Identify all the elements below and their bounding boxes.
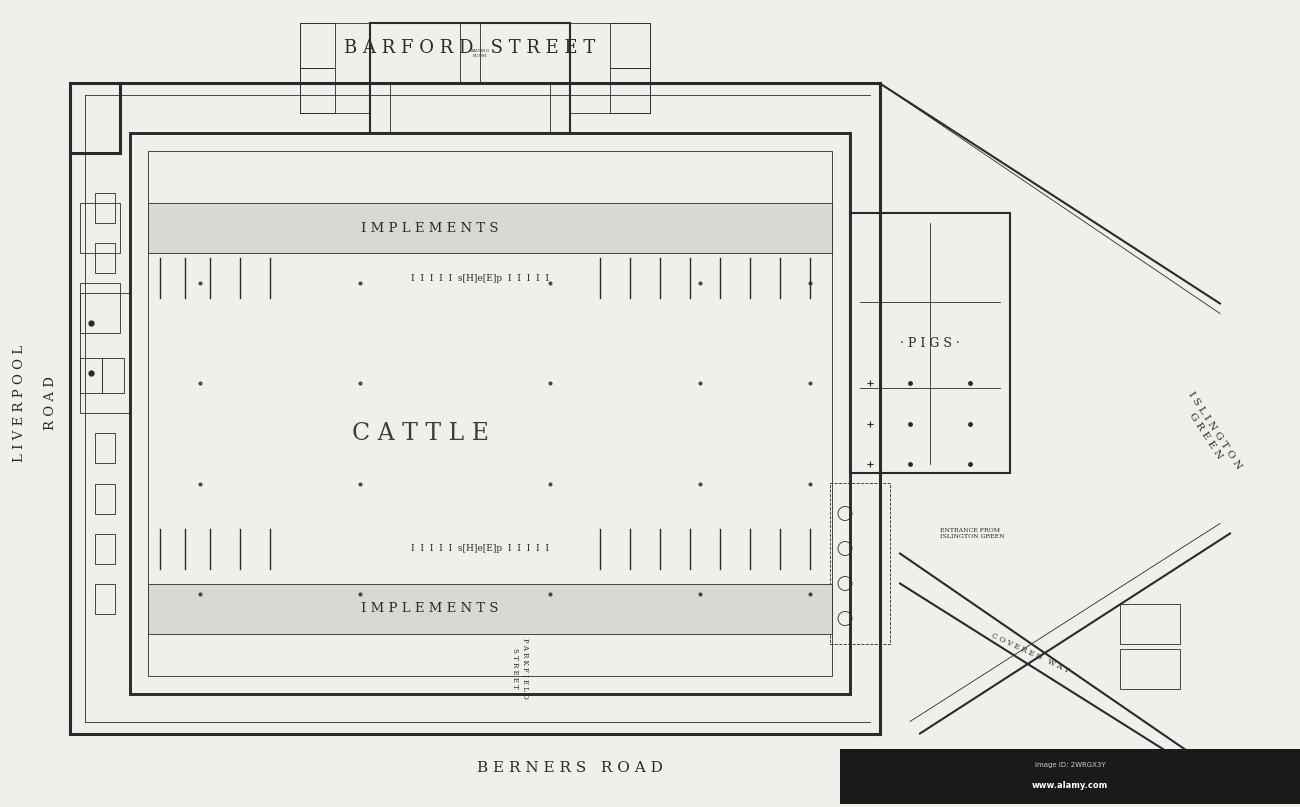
Bar xyxy=(81,358,101,394)
Bar xyxy=(81,283,120,333)
Text: C A T T L E: C A T T L E xyxy=(351,422,489,445)
Bar xyxy=(829,483,890,643)
Bar xyxy=(300,23,370,114)
Bar xyxy=(148,203,832,253)
Bar xyxy=(610,23,650,69)
Text: L I V E R P O O L

R O A D: L I V E R P O O L R O A D xyxy=(13,345,56,462)
Bar xyxy=(95,583,114,613)
Bar xyxy=(81,294,130,413)
Bar xyxy=(850,214,1010,474)
Text: I S L I N G T O N
G R E E N: I S L I N G T O N G R E E N xyxy=(1178,391,1243,477)
Bar xyxy=(101,358,124,394)
Text: I  I  I  I  I  s[H]e[E]p  I  I  I  I  I: I I I I I s[H]e[E]p I I I I I xyxy=(411,274,549,283)
Text: B E R N E R S   R O A D: B E R N E R S R O A D xyxy=(477,762,663,776)
Text: I  I  I  I  I  s[H]e[E]p  I  I  I  I  I: I I I I I s[H]e[E]p I I I I I xyxy=(411,544,549,553)
Text: www.alamy.com: www.alamy.com xyxy=(1032,781,1108,790)
Bar xyxy=(95,194,114,224)
Bar xyxy=(1121,649,1180,688)
Bar xyxy=(148,152,832,675)
Bar xyxy=(610,69,650,114)
Text: I M P L E M E N T S: I M P L E M E N T S xyxy=(361,602,499,615)
Text: P A R K F I E L D
S T R E E T: P A R K F I E L D S T R E E T xyxy=(511,638,529,699)
Text: Image ID: 2WRGX3Y: Image ID: 2WRGX3Y xyxy=(1035,763,1105,768)
Bar xyxy=(840,749,1300,804)
Bar xyxy=(300,69,335,114)
Text: I M P L E M E N T S: I M P L E M E N T S xyxy=(361,222,499,235)
Bar xyxy=(95,533,114,563)
Bar xyxy=(95,244,114,274)
Bar xyxy=(95,483,114,513)
Text: · P I G S ·: · P I G S · xyxy=(900,337,959,350)
Text: C O V E R E D   W A Y: C O V E R E D W A Y xyxy=(989,632,1070,675)
Text: ENTRANCE FROM
ISLINGTON GREEN: ENTRANCE FROM ISLINGTON GREEN xyxy=(940,528,1005,539)
Bar xyxy=(148,583,832,633)
Bar xyxy=(370,23,569,133)
Text: B A R F O R D   S T R E E T: B A R F O R D S T R E E T xyxy=(344,40,595,57)
Bar xyxy=(370,23,460,83)
Bar xyxy=(1121,604,1180,643)
Bar xyxy=(81,203,120,253)
Bar xyxy=(569,23,650,114)
Bar xyxy=(390,83,550,133)
Bar xyxy=(130,133,850,693)
Bar xyxy=(95,433,114,463)
Bar xyxy=(300,23,335,69)
Text: WAITING
ROOM: WAITING ROOM xyxy=(471,49,490,58)
Bar xyxy=(480,23,569,83)
